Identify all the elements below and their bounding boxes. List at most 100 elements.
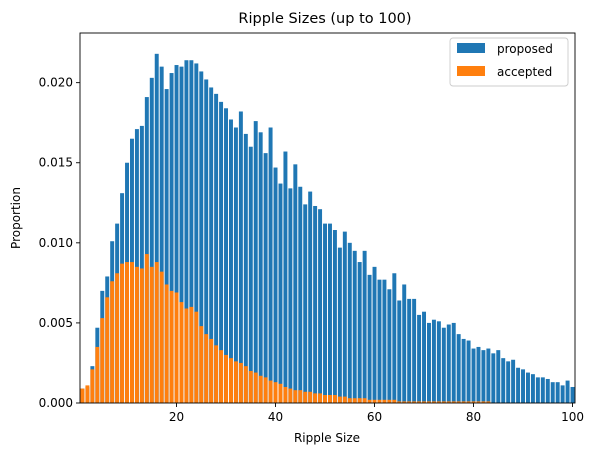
- bar-accepted-71: [426, 401, 431, 403]
- bar-proposed-67: [407, 298, 412, 403]
- bar-accepted-4: [95, 346, 100, 403]
- bar-proposed-29: [219, 101, 224, 404]
- bar-proposed-13: [139, 125, 144, 403]
- bar-accepted-77: [456, 401, 461, 403]
- bar-proposed-18: [164, 89, 169, 403]
- y-tick-label: 0.010: [39, 236, 73, 250]
- bar-proposed-56: [352, 250, 357, 403]
- bar-proposed-48: [313, 205, 318, 403]
- bar-proposed-86: [501, 358, 506, 403]
- bar-accepted-30: [224, 354, 229, 403]
- bar-accepted-83: [486, 401, 491, 403]
- bar-accepted-48: [313, 393, 318, 403]
- y-axis-ticks: 0.000 0.005 0.010 0.015 0.020: [39, 76, 80, 410]
- bar-accepted-59: [367, 399, 372, 403]
- bar-accepted-79: [466, 401, 471, 403]
- y-tick-label: 0.015: [39, 156, 73, 170]
- bar-proposed-23: [189, 60, 194, 404]
- bar-proposed-34: [243, 133, 248, 403]
- bar-proposed-35: [248, 146, 253, 403]
- bar-proposed-43: [288, 188, 293, 403]
- plot-frame: [79, 32, 576, 404]
- bar-proposed-93: [535, 377, 540, 403]
- bar-proposed-25: [199, 71, 204, 403]
- bar-proposed-59: [367, 274, 372, 403]
- bar-proposed-79: [466, 340, 471, 403]
- bar-accepted-7: [110, 281, 115, 403]
- bar-proposed-87: [506, 361, 511, 403]
- bar-proposed-60: [372, 266, 377, 403]
- bar-accepted-11: [129, 262, 134, 403]
- bar-proposed-82: [481, 350, 486, 403]
- bar-proposed-30: [224, 108, 229, 404]
- bar-accepted-25: [199, 326, 204, 403]
- bar-accepted-2: [85, 385, 90, 403]
- bar-proposed-74: [441, 327, 446, 403]
- bar-accepted-51: [327, 394, 332, 403]
- bar-accepted-34: [243, 366, 248, 403]
- bar-accepted-61: [377, 399, 382, 403]
- x-tick-label: 20: [169, 410, 184, 424]
- bar-accepted-49: [318, 393, 323, 403]
- bar-accepted-78: [461, 401, 466, 403]
- bar-proposed-92: [530, 374, 535, 403]
- bar-accepted-55: [347, 398, 352, 403]
- bar-proposed-57: [357, 262, 362, 403]
- bar-proposed-51: [327, 223, 332, 403]
- bar-proposed-95: [545, 378, 550, 403]
- bar-accepted-39: [268, 380, 273, 403]
- legend: proposed accepted: [449, 37, 569, 87]
- bar-accepted-46: [303, 391, 308, 403]
- bar-accepted-1: [80, 388, 85, 403]
- bar-accepted-57: [357, 398, 362, 403]
- bar-proposed-89: [516, 367, 521, 403]
- bar-proposed-15: [149, 77, 154, 404]
- bar-accepted-27: [209, 338, 214, 403]
- bar-proposed-72: [431, 319, 436, 403]
- bar-accepted-19: [169, 290, 174, 403]
- bar-proposed-85: [496, 350, 501, 403]
- bar-accepted-70: [422, 401, 427, 403]
- bar-proposed-76: [451, 322, 456, 403]
- bar-accepted-56: [352, 398, 357, 403]
- bar-proposed-77: [456, 334, 461, 403]
- bar-accepted-74: [441, 401, 446, 403]
- bar-accepted-13: [139, 268, 144, 403]
- bar-proposed-45: [298, 186, 303, 403]
- bar-accepted-18: [164, 284, 169, 403]
- bar-accepted-12: [134, 266, 139, 403]
- bar-proposed-42: [283, 151, 288, 403]
- bar-accepted-38: [263, 377, 268, 403]
- bar-proposed-31: [228, 119, 233, 404]
- bar-proposed-44: [293, 164, 298, 403]
- bar-proposed-71: [426, 322, 431, 403]
- bar-proposed-52: [332, 230, 337, 403]
- bar-proposed-61: [377, 279, 382, 403]
- y-axis-label: Proportion: [9, 187, 23, 249]
- bar-proposed-99: [565, 380, 570, 403]
- bar-proposed-96: [550, 382, 555, 403]
- bar-accepted-10: [125, 262, 130, 403]
- bar-accepted-5: [100, 318, 105, 403]
- bar-accepted-21: [179, 302, 184, 403]
- bar-accepted-31: [228, 358, 233, 403]
- x-tick-label: 40: [268, 410, 283, 424]
- bar-proposed-24: [194, 63, 199, 404]
- y-tick-label: 0.005: [39, 316, 73, 330]
- bar-accepted-53: [337, 396, 342, 403]
- y-tick-label: 0.000: [39, 396, 73, 410]
- bar-proposed-26: [204, 79, 209, 403]
- bar-accepted-14: [144, 254, 149, 403]
- bar-accepted-24: [194, 311, 199, 403]
- bar-accepted-16: [154, 262, 159, 403]
- bar-accepted-65: [397, 401, 402, 403]
- bar-accepted-67: [407, 401, 412, 403]
- bar-accepted-66: [402, 401, 407, 403]
- bar-proposed-37: [258, 132, 263, 403]
- bar-accepted-40: [273, 382, 278, 403]
- bar-accepted-54: [342, 396, 347, 403]
- bar-proposed-97: [555, 382, 560, 403]
- bar-accepted-45: [298, 390, 303, 403]
- bar-proposed-81: [476, 346, 481, 403]
- x-tick-label: 100: [561, 410, 584, 424]
